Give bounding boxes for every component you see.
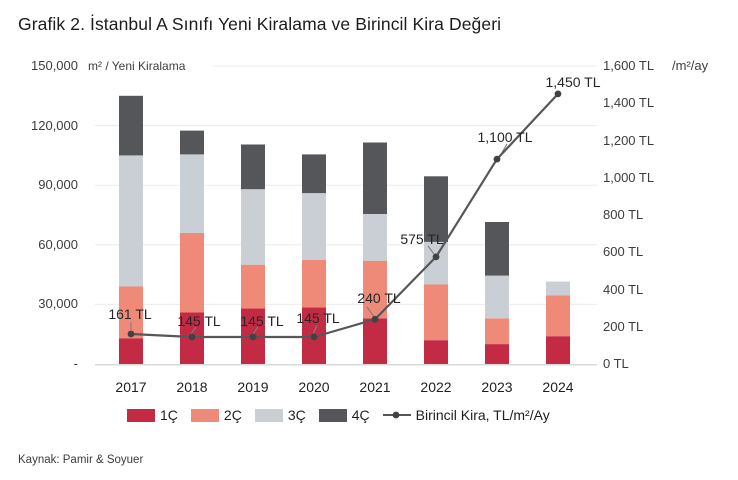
x-axis-year-label: 2021: [359, 379, 391, 395]
line-point-label: 1,100 TL: [477, 129, 533, 145]
y-axis-left-tick: 90,000: [38, 177, 78, 193]
y-axis-right-unit-label: /m²/ay: [672, 58, 709, 73]
y-axis-right-tick: 600 TL: [603, 244, 644, 260]
y-axis-right-tick: 200 TL: [603, 318, 644, 334]
y-axis-right-tick: 1,400 TL: [603, 95, 655, 111]
y-axis-left-tick: 150,000: [31, 58, 78, 73]
chart-title: Grafik 2. İstanbul A Sınıfı Yeni Kiralam…: [18, 14, 502, 34]
y-axis-left-tick: 120,000: [31, 117, 78, 133]
legend-label-line: Birincil Kira, TL/m²/Ay: [415, 407, 550, 423]
line-point-label: 161 TL: [108, 306, 152, 322]
line-point-label: 1,450 TL: [545, 74, 601, 90]
legend-label-q1: 1Ç: [160, 407, 178, 423]
legend-item-q3: 3Ç: [254, 407, 306, 423]
x-axis-year-label: 2020: [298, 379, 330, 395]
legend-label-q3: 3Ç: [287, 407, 306, 423]
y-axis-right-tick: 1,600 TL: [603, 58, 655, 73]
y-axis-right-tick: 400 TL: [603, 281, 644, 297]
line-point-label: 145 TL: [240, 313, 284, 329]
x-axis-year-label: 2019: [237, 379, 269, 395]
y-axis-left-tick: -: [73, 356, 78, 371]
x-axis-year-label: 2018: [176, 379, 208, 395]
legend-item-q2: 2Ç: [190, 407, 242, 423]
legend-label-q4: 4Ç: [351, 407, 370, 423]
q2-color-swatch: [190, 408, 219, 422]
x-axis-year-label: 2023: [481, 379, 513, 395]
legend-item-q1: 1Ç: [127, 407, 178, 423]
q1-color-swatch: [127, 408, 155, 422]
line-point-label: 240 TL: [357, 290, 401, 306]
line-point-label: 145 TL: [177, 313, 221, 329]
y-axis-left-tick: 30,000: [38, 296, 78, 312]
y-axis-right-tick: 1,000 TL: [603, 169, 655, 185]
q3-color-swatch: [254, 408, 283, 422]
q4-color-swatch: [318, 408, 347, 422]
x-axis-year-label: 2024: [542, 379, 574, 395]
x-axis-year-label: 2017: [115, 379, 147, 395]
legend-item-q4: 4Ç: [318, 407, 370, 423]
y-axis-left-tick: 60,000: [38, 236, 78, 252]
y-axis-right-tick: 0 TL: [603, 356, 629, 371]
line-point-label: 145 TL: [296, 310, 340, 326]
legend: 1Ç 2Ç 3Ç 4Ç Birincil Kira, TL/m²/Ay: [127, 407, 550, 423]
source-note: Kaynak: Pamir & Soyuer: [18, 454, 144, 466]
y-axis-left-unit-label: m² / Yeni Kiralama: [88, 59, 186, 73]
line-series-swatch-icon: [382, 411, 411, 419]
x-axis-year-label: 2022: [420, 379, 452, 395]
y-axis-right-tick: 800 TL: [603, 207, 644, 222]
legend-item-line: Birincil Kira, TL/m²/Ay: [382, 407, 550, 423]
y-axis-right-tick: 1,200 TL: [603, 132, 655, 148]
line-point-label: 575 TL: [400, 231, 444, 247]
legend-label-q2: 2Ç: [223, 407, 242, 423]
